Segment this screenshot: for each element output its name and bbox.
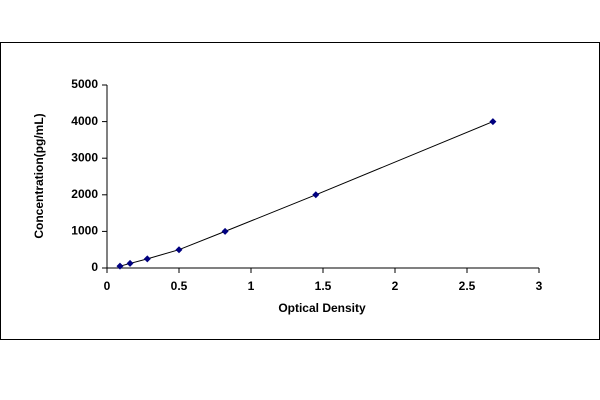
data-point (116, 262, 124, 270)
trend-line (119, 121, 494, 267)
x-tick-label: 1.5 (315, 279, 332, 293)
data-point (175, 246, 183, 254)
x-tick-label: 0 (104, 279, 111, 293)
x-tick-label: 2.5 (459, 279, 476, 293)
y-tick-label: 5000 (71, 77, 98, 91)
data-point (312, 191, 320, 199)
data-point (143, 255, 151, 263)
x-tick-label: 1 (248, 279, 255, 293)
x-tick-label: 2 (392, 279, 399, 293)
data-point (126, 259, 134, 267)
data-point (221, 227, 229, 235)
y-tick-label: 1000 (71, 224, 98, 238)
data-point (489, 118, 497, 126)
y-tick-label: 0 (91, 260, 98, 274)
x-tick-label: 0.5 (171, 279, 188, 293)
x-axis-label: Optical Density (278, 301, 366, 315)
x-tick-label: 3 (536, 279, 543, 293)
y-axis-label: Concentration(pg/mL) (32, 113, 46, 238)
y-tick-label: 4000 (71, 114, 98, 128)
y-tick-label: 3000 (71, 150, 98, 164)
y-tick-label: 2000 (71, 187, 98, 201)
